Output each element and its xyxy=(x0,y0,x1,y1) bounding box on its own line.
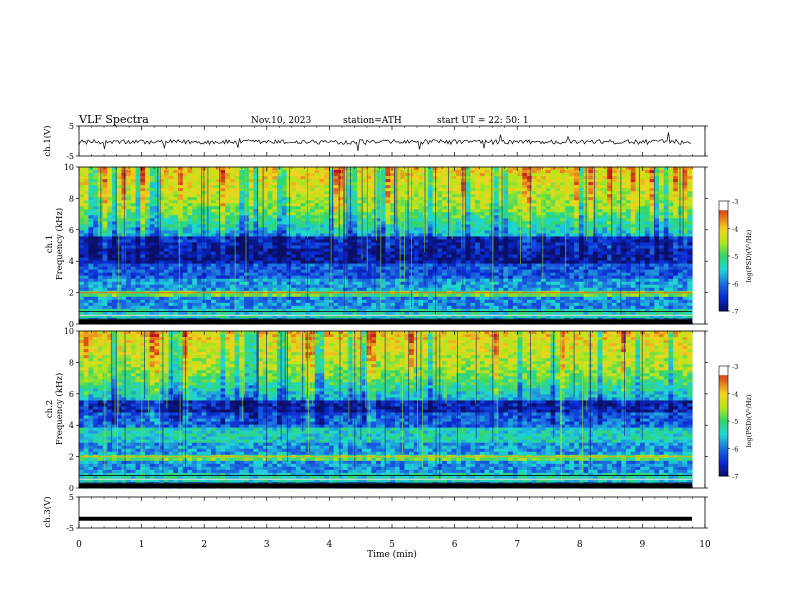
date-label: Nov.10, 2023 xyxy=(251,116,312,126)
start-time-label: start UT = 22: 50: 1 xyxy=(437,116,529,126)
ch1-colorbar xyxy=(719,201,728,312)
y-tick-label: 8 xyxy=(69,194,74,203)
y-tick-label: 8 xyxy=(69,358,74,367)
ch1-spectrogram-image xyxy=(79,167,693,325)
y-tick-label: 0 xyxy=(69,320,74,329)
x-tick-label: 7 xyxy=(514,540,520,550)
y-tick-label: 4 xyxy=(69,257,74,266)
figure-title: VLF Spectra xyxy=(78,113,149,126)
y-tick-label: 5 xyxy=(69,122,74,131)
x-tick-label: 6 xyxy=(452,540,458,550)
ch2-colorbar-tick: -4 xyxy=(732,391,738,399)
ch1-colorbar-tick: -6 xyxy=(732,281,738,289)
x-tick-label: 9 xyxy=(640,540,646,550)
y-tick-label: 2 xyxy=(69,453,74,462)
ch2-colorbar-tick: -6 xyxy=(732,446,738,454)
ch1-colorbar-label-group: log(PSD)(V²/Hz) xyxy=(745,229,753,282)
ch1-colorbar-label: log(PSD)(V²/Hz) xyxy=(745,229,753,282)
y-tick-label: 6 xyxy=(69,390,74,399)
ch3-ylabel: ch.3(V) xyxy=(42,496,53,527)
y-tick-label: 10 xyxy=(64,327,74,336)
x-tick-label: 2 xyxy=(201,540,207,550)
ch1-colorbar-tick: -4 xyxy=(732,226,738,234)
y-tick-label: -5 xyxy=(66,152,74,161)
x-tick-label: 1 xyxy=(139,540,145,550)
x-tick-label: 4 xyxy=(327,540,333,550)
ch2-colorbar-tick: -3 xyxy=(732,363,738,371)
ch1-colorbar-tick: -7 xyxy=(732,308,738,316)
ch3-waveform-frame xyxy=(78,496,706,529)
y-tick-label: 5 xyxy=(69,493,74,502)
x-tick-label: 10 xyxy=(699,540,711,550)
ch2-spectrogram-ylabel-line: Frequency (kHz) xyxy=(54,373,65,445)
y-tick-label: -5 xyxy=(66,524,74,533)
y-tick-label: 2 xyxy=(69,289,74,298)
ch2-colorbar xyxy=(719,366,728,477)
x-tick-label: 3 xyxy=(264,540,270,550)
y-tick-label: 4 xyxy=(69,421,74,430)
ch1-ylabel: ch.1(V) xyxy=(42,125,53,156)
x-tick-label: 5 xyxy=(389,540,395,550)
ch2-spectrogram-ylabel-line: ch.2 xyxy=(45,400,55,418)
ch2-colorbar-label: log(PSD)(V²/Hz) xyxy=(745,394,753,447)
x-tick-label: 8 xyxy=(577,540,583,550)
ch1-spectrogram-ylabel: ch.1 Frequency (kHz) xyxy=(45,208,65,280)
ch2-colorbar-label-group: log(PSD)(V²/Hz) xyxy=(745,394,753,447)
ch1-colorbar-tick: -5 xyxy=(732,253,738,261)
ch3-ylabel-line: ch.3(V) xyxy=(42,496,53,527)
ch1-spectrogram-ylabel-line: ch.1 xyxy=(45,235,55,253)
ch2-spectrogram-image xyxy=(79,331,693,489)
ch1-ylabel-line: ch.1(V) xyxy=(42,125,53,156)
ch2-colorbar-tick: -5 xyxy=(732,418,738,426)
y-tick-label: 0 xyxy=(69,484,74,493)
x-axis-label: Time (min) xyxy=(367,549,417,560)
ch2-spectrogram-ylabel: ch.2 Frequency (kHz) xyxy=(45,373,65,445)
y-tick-label: 6 xyxy=(69,226,74,235)
y-tick-label: 10 xyxy=(64,163,74,172)
station-label: station=ATH xyxy=(343,116,402,126)
ch1-colorbar-tick: -3 xyxy=(732,198,738,206)
ch1-spectrogram-ylabel-line: Frequency (kHz) xyxy=(54,208,65,280)
x-tick-label: 0 xyxy=(76,540,82,550)
ch2-colorbar-tick: -7 xyxy=(732,473,738,481)
ch1-waveform-trace xyxy=(78,132,691,152)
